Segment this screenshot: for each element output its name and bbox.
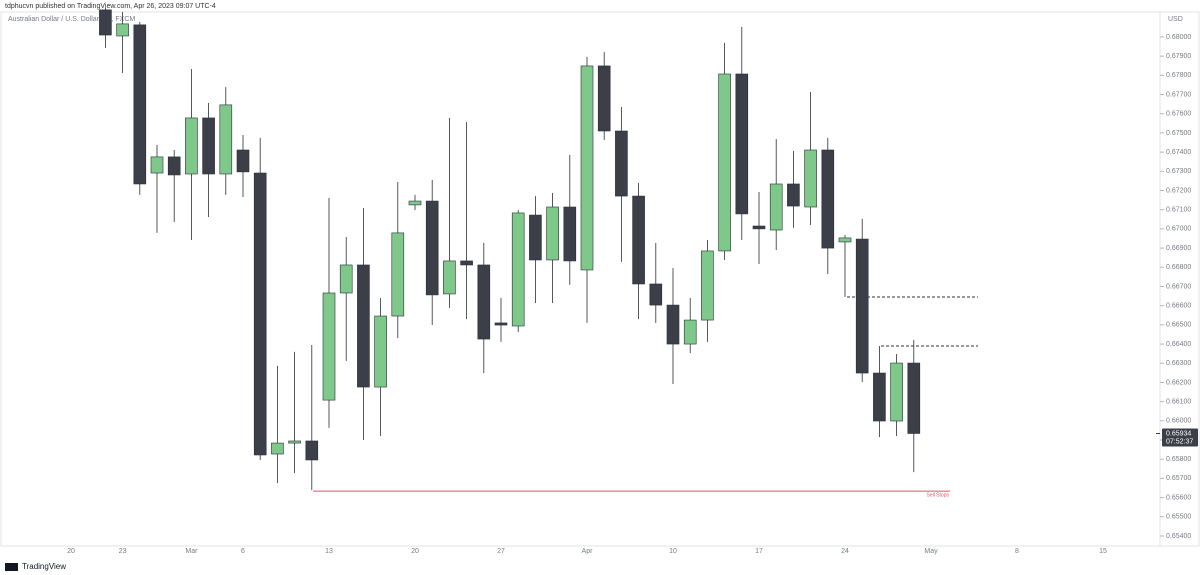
countdown-label: 07:52:37 <box>1166 438 1193 445</box>
candle-body <box>666 304 680 345</box>
y-tick-label: 0.66200 <box>1166 379 1191 386</box>
candle-body <box>873 372 886 422</box>
level-label: Sell Stops <box>926 492 949 498</box>
candle-body <box>735 73 749 215</box>
candle-body <box>99 9 112 36</box>
x-tick-label: 20 <box>67 548 75 555</box>
candle-body <box>408 200 422 206</box>
y-tick-label: 0.67600 <box>1166 111 1191 118</box>
y-tick-label: 0.65400 <box>1166 533 1191 540</box>
last-price-label: 0.65934 <box>1166 430 1191 437</box>
y-tick-label: 0.65700 <box>1166 475 1191 482</box>
candle-body <box>649 283 663 306</box>
chart-frame <box>0 11 1200 547</box>
x-tick-label: 17 <box>755 548 763 555</box>
candle-body <box>202 117 215 175</box>
candle-body <box>116 23 129 37</box>
y-tick-label: 0.65500 <box>1166 514 1191 521</box>
y-tick-label: 0.68000 <box>1166 34 1191 41</box>
x-tick-label: May <box>924 548 938 555</box>
x-tick-label: 20 <box>411 548 419 555</box>
y-tick-label: 0.66700 <box>1166 283 1191 290</box>
candle-body <box>374 315 387 388</box>
candle-body <box>821 149 835 249</box>
header: tdphucvn published on TradingView.com, A… <box>5 3 216 10</box>
y-tick-label: 0.66500 <box>1166 322 1191 329</box>
candle-body <box>632 195 645 285</box>
candle-body <box>288 440 301 444</box>
candle-body <box>271 442 284 455</box>
candle-body <box>494 322 508 326</box>
candle-body <box>357 264 370 388</box>
candle-body <box>150 156 164 174</box>
candle-body <box>443 260 456 295</box>
candle-body <box>167 156 181 176</box>
y-tick-label: 0.66400 <box>1166 341 1191 348</box>
x-tick-label: 13 <box>325 548 333 555</box>
x-tick-label: 23 <box>119 548 127 555</box>
x-tick-label: 10 <box>669 548 677 555</box>
x-tick-label: 27 <box>497 548 505 555</box>
y-tick-label: 0.67800 <box>1166 72 1191 79</box>
chart-title: Australian Dollar / U.S. Dollar, 1D, FXC… <box>8 16 135 23</box>
y-tick-label: 0.67700 <box>1166 91 1191 98</box>
candle-body <box>615 130 628 197</box>
y-tick-label: 0.66100 <box>1166 398 1191 405</box>
y-tick-label: 0.66800 <box>1166 264 1191 271</box>
y-tick-label: 0.66300 <box>1166 360 1191 367</box>
candle-body <box>219 104 233 175</box>
logo <box>5 563 18 571</box>
candle-body <box>580 65 594 271</box>
candle-body <box>787 183 800 207</box>
candle-body <box>391 232 405 317</box>
candle-body <box>425 200 439 296</box>
x-tick-label: Apr <box>582 548 594 555</box>
candle-body <box>477 264 491 340</box>
y-tick-label: 0.67300 <box>1166 168 1191 175</box>
candle-body <box>683 319 697 345</box>
candle-body <box>804 149 817 208</box>
candle-body <box>460 260 473 266</box>
candle-body <box>253 172 267 456</box>
candle-body <box>752 225 766 230</box>
y-tick-label: 0.67500 <box>1166 130 1191 137</box>
candle-body <box>718 73 731 252</box>
y-tick-label: 0.67000 <box>1166 226 1191 233</box>
x-tick-label: 8 <box>1015 548 1019 555</box>
x-tick-label: 15 <box>1099 548 1107 555</box>
candle-body <box>546 206 559 261</box>
candle-body <box>855 238 869 374</box>
candle-body <box>236 149 250 173</box>
candle-body <box>185 117 198 175</box>
x-tick-label: 24 <box>841 548 849 555</box>
candle-body <box>597 65 611 132</box>
candle-body <box>511 212 525 327</box>
y-axis-label: USD <box>1168 16 1183 23</box>
candle-body <box>529 214 542 261</box>
y-tick-label: 0.67400 <box>1166 149 1191 156</box>
candle-body <box>322 292 336 401</box>
candle-body <box>563 206 577 262</box>
x-tick-label: Mar <box>185 548 198 555</box>
y-tick-label: 0.65600 <box>1166 494 1191 501</box>
candle-body <box>701 250 714 321</box>
candle-body <box>305 440 319 461</box>
candle-body <box>133 24 147 185</box>
y-tick-label: 0.67900 <box>1166 53 1191 60</box>
y-tick-label: 0.65800 <box>1166 456 1191 463</box>
footer: TradingView <box>22 562 66 571</box>
y-tick-label: 0.67200 <box>1166 187 1191 194</box>
y-tick-label: 0.67100 <box>1166 207 1191 214</box>
last-price-box <box>1162 428 1198 447</box>
candle-body <box>769 183 783 231</box>
candle-body <box>838 237 852 243</box>
candle-body <box>890 362 903 422</box>
candle-body <box>907 362 921 434</box>
y-tick-label: 0.66000 <box>1166 418 1191 425</box>
y-tick-label: 0.66900 <box>1166 245 1191 252</box>
x-tick-label: 6 <box>241 548 245 555</box>
y-tick-label: 0.66600 <box>1166 303 1191 310</box>
candle-body <box>339 264 353 294</box>
